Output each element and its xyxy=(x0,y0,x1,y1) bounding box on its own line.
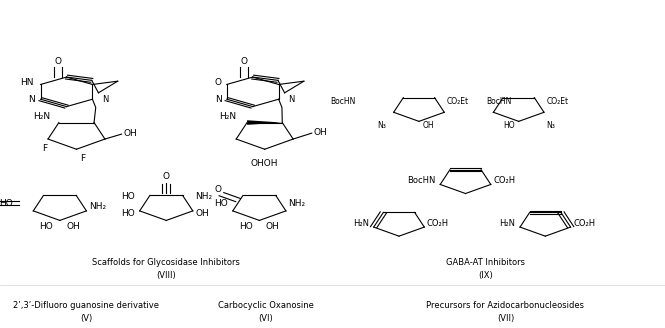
Text: CO₂Et: CO₂Et xyxy=(547,97,569,106)
Text: CO₂H: CO₂H xyxy=(573,218,595,228)
Text: HO: HO xyxy=(239,222,253,231)
Text: O: O xyxy=(215,78,221,87)
Text: N₃: N₃ xyxy=(377,121,386,130)
Text: HO: HO xyxy=(214,199,228,208)
Text: OH: OH xyxy=(124,129,137,138)
Text: CO₂Et: CO₂Et xyxy=(447,97,469,106)
Text: CO₂H: CO₂H xyxy=(493,176,515,185)
Text: (IX): (IX) xyxy=(478,271,493,280)
Text: HO: HO xyxy=(121,192,135,201)
Text: H₂N: H₂N xyxy=(499,218,515,228)
Text: OH: OH xyxy=(266,222,280,231)
Text: Precursors for Azidocarbonucleosides: Precursors for Azidocarbonucleosides xyxy=(426,300,585,310)
Text: (VIII): (VIII) xyxy=(156,271,176,280)
Text: OH: OH xyxy=(66,222,80,231)
Text: OH: OH xyxy=(196,209,209,218)
Text: (VI): (VI) xyxy=(259,314,273,323)
Text: N: N xyxy=(288,95,295,104)
Text: OH: OH xyxy=(422,121,434,130)
Text: N: N xyxy=(215,95,221,104)
Text: CO₂H: CO₂H xyxy=(427,218,449,228)
Text: F: F xyxy=(80,154,86,163)
Text: O: O xyxy=(215,185,221,194)
Text: H₂N: H₂N xyxy=(353,218,369,228)
Text: NH₂: NH₂ xyxy=(89,202,106,211)
Text: BocHN: BocHN xyxy=(487,97,512,106)
Text: N₃: N₃ xyxy=(547,121,555,130)
Text: (V): (V) xyxy=(80,314,92,323)
Polygon shape xyxy=(247,120,282,125)
Text: 2’,3’-Difluoro guanosine derivative: 2’,3’-Difluoro guanosine derivative xyxy=(13,300,160,310)
Text: BocHN: BocHN xyxy=(407,176,436,185)
Text: Carbocyclic Oxanosine: Carbocyclic Oxanosine xyxy=(218,300,314,310)
Text: HO: HO xyxy=(39,222,53,231)
Text: GABA-AT Inhibitors: GABA-AT Inhibitors xyxy=(446,258,525,267)
Text: OH: OH xyxy=(313,128,327,137)
Text: NH₂: NH₂ xyxy=(196,192,213,201)
Text: Scaffolds for Glycosidase Inhibitors: Scaffolds for Glycosidase Inhibitors xyxy=(92,258,240,267)
Text: HO: HO xyxy=(0,199,13,208)
Text: HO: HO xyxy=(121,209,135,218)
Text: O: O xyxy=(163,173,170,181)
Text: F: F xyxy=(42,144,47,153)
Text: HN: HN xyxy=(21,78,34,87)
Text: N: N xyxy=(102,95,108,104)
Text: NH₂: NH₂ xyxy=(289,199,306,208)
Text: N: N xyxy=(29,95,35,104)
Text: (VII): (VII) xyxy=(497,314,514,323)
Text: OHOH: OHOH xyxy=(251,159,279,168)
Text: O: O xyxy=(54,57,61,66)
Text: O: O xyxy=(240,57,247,66)
Text: H₂N: H₂N xyxy=(219,112,236,120)
Text: HO: HO xyxy=(504,121,515,130)
Text: BocHN: BocHN xyxy=(331,97,356,106)
Text: H₂N: H₂N xyxy=(33,112,50,120)
